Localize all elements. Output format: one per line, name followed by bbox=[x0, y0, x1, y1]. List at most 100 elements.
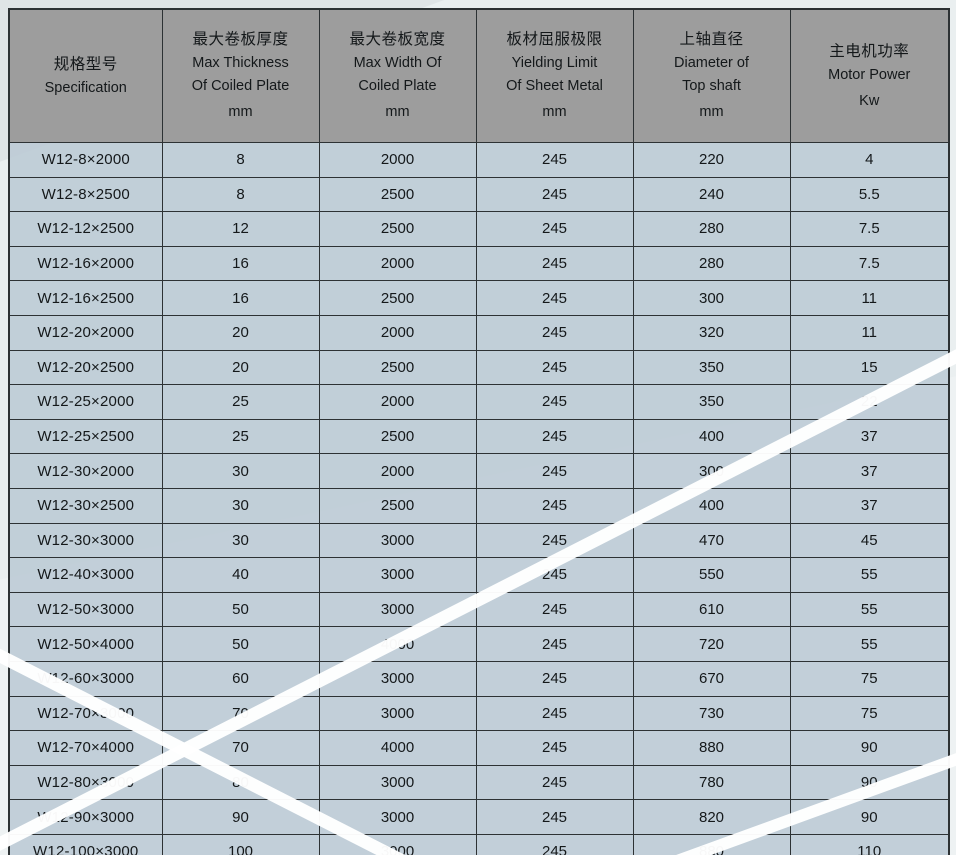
cell-specification: W12-60×3000 bbox=[8, 660, 163, 697]
cell-top_shaft_diameter: 880 bbox=[632, 730, 791, 766]
cell-motor_power: 22 bbox=[789, 384, 950, 420]
cell-yielding_limit: 245 bbox=[475, 730, 634, 766]
cell-max_thickness: 30 bbox=[161, 487, 320, 524]
cell-max_width: 4000 bbox=[318, 626, 477, 662]
cell-specification: W12-20×2000 bbox=[8, 314, 163, 351]
table-row: W12-12×2500 12 2500 245 280 7.5 bbox=[8, 211, 950, 247]
cell-motor_power: 90 bbox=[789, 764, 950, 801]
cell-top_shaft_diameter: 400 bbox=[632, 487, 791, 524]
cell-max_thickness: 50 bbox=[161, 591, 320, 628]
cell-yielding_limit: 245 bbox=[475, 142, 634, 178]
column-header-en-line1: Max Thickness bbox=[192, 55, 289, 72]
cell-yielding_limit: 245 bbox=[475, 695, 634, 732]
cell-max_width: 2500 bbox=[318, 280, 477, 316]
table-row: W12-16×2000 16 2000 245 280 7.5 bbox=[8, 245, 950, 282]
cell-max_width: 2500 bbox=[318, 349, 477, 386]
cell-yielding_limit: 245 bbox=[475, 626, 634, 662]
cell-yielding_limit: 245 bbox=[475, 384, 634, 420]
cell-max_thickness: 8 bbox=[161, 176, 320, 213]
cell-top_shaft_diameter: 400 bbox=[632, 418, 791, 455]
column-header-unit: mm bbox=[542, 104, 567, 121]
cell-yielding_limit: 245 bbox=[475, 487, 634, 524]
cell-yielding_limit: 245 bbox=[475, 280, 634, 316]
cell-yielding_limit: 245 bbox=[475, 799, 634, 835]
column-header-top_shaft_diameter: 上轴直径 Diameter of Top shaft mm bbox=[632, 8, 791, 143]
cell-top_shaft_diameter: 300 bbox=[632, 280, 791, 316]
cell-top_shaft_diameter: 300 bbox=[632, 453, 791, 489]
table-row: W12-25×2500 25 2500 245 400 37 bbox=[8, 418, 950, 455]
cell-max_thickness: 8 bbox=[161, 142, 320, 178]
column-header-en-line1: Diameter of bbox=[674, 55, 749, 72]
cell-top_shaft_diameter: 280 bbox=[632, 211, 791, 247]
cell-yielding_limit: 245 bbox=[475, 314, 634, 351]
cell-specification: W12-90×3000 bbox=[8, 799, 163, 835]
cell-yielding_limit: 245 bbox=[475, 660, 634, 697]
cell-max_thickness: 16 bbox=[161, 245, 320, 282]
table-body: W12-8×2000 8 2000 245 220 4 W12-8×2500 8 2500 245… bbox=[8, 142, 950, 855]
cell-yielding_limit: 245 bbox=[475, 211, 634, 247]
cell-max_width: 3000 bbox=[318, 799, 477, 835]
table-row: W12-100×3000 100 3000 245 880 110 bbox=[8, 833, 950, 855]
column-header-specification: 规格型号 Specification bbox=[8, 8, 163, 143]
cell-max_width: 2000 bbox=[318, 453, 477, 489]
cell-top_shaft_diameter: 350 bbox=[632, 384, 791, 420]
column-header-en-line1: Max Width Of bbox=[353, 55, 442, 72]
column-header-en-line2: Top shaft bbox=[682, 77, 741, 94]
cell-specification: W12-80×3000 bbox=[8, 764, 163, 801]
cell-motor_power: 37 bbox=[789, 418, 950, 455]
cell-yielding_limit: 245 bbox=[475, 833, 634, 855]
cell-specification: W12-70×3000 bbox=[8, 695, 163, 732]
cell-max_thickness: 20 bbox=[161, 349, 320, 386]
cell-yielding_limit: 245 bbox=[475, 349, 634, 386]
cell-specification: W12-12×2500 bbox=[8, 211, 163, 247]
column-header-cn: 主电机功率 bbox=[829, 42, 910, 60]
cell-yielding_limit: 245 bbox=[475, 522, 634, 559]
cell-max_thickness: 80 bbox=[161, 764, 320, 801]
table-row: W12-8×2500 8 2500 245 240 5.5 bbox=[8, 176, 950, 213]
cell-specification: W12-50×3000 bbox=[8, 591, 163, 628]
cell-max_thickness: 90 bbox=[161, 799, 320, 835]
cell-specification: W12-100×3000 bbox=[8, 833, 163, 855]
cell-top_shaft_diameter: 550 bbox=[632, 557, 791, 593]
cell-max_width: 3000 bbox=[318, 660, 477, 697]
cell-top_shaft_diameter: 720 bbox=[632, 626, 791, 662]
cell-max_width: 2000 bbox=[318, 142, 477, 178]
cell-motor_power: 15 bbox=[789, 349, 950, 386]
cell-specification: W12-25×2000 bbox=[8, 384, 163, 420]
cell-motor_power: 90 bbox=[789, 730, 950, 766]
table-row: W12-40×3000 40 3000 245 550 55 bbox=[8, 557, 950, 593]
column-header-max_width: 最大卷板宽度 Max Width Of Coiled Plate mm bbox=[318, 8, 477, 143]
cell-top_shaft_diameter: 780 bbox=[632, 764, 791, 801]
cell-motor_power: 37 bbox=[789, 453, 950, 489]
cell-specification: W12-20×2500 bbox=[8, 349, 163, 386]
cell-top_shaft_diameter: 240 bbox=[632, 176, 791, 213]
cell-motor_power: 11 bbox=[789, 280, 950, 316]
cell-max_width: 4000 bbox=[318, 730, 477, 766]
cell-motor_power: 5.5 bbox=[789, 176, 950, 213]
cell-top_shaft_diameter: 880 bbox=[632, 833, 791, 855]
cell-yielding_limit: 245 bbox=[475, 764, 634, 801]
cell-motor_power: 55 bbox=[789, 557, 950, 593]
cell-max_thickness: 60 bbox=[161, 660, 320, 697]
table-row: W12-80×3000 80 3000 245 780 90 bbox=[8, 764, 950, 801]
cell-motor_power: 7.5 bbox=[789, 211, 950, 247]
cell-motor_power: 4 bbox=[789, 142, 950, 178]
cell-specification: W12-8×2500 bbox=[8, 176, 163, 213]
cell-max_width: 2000 bbox=[318, 384, 477, 420]
column-header-en-line1: Specification bbox=[44, 79, 127, 96]
table-header: 规格型号 Specification 最大卷板厚度 Max Thickness Of C… bbox=[8, 8, 950, 143]
cell-specification: W12-30×3000 bbox=[8, 522, 163, 559]
cell-max_thickness: 16 bbox=[161, 280, 320, 316]
cell-max_width: 2500 bbox=[318, 211, 477, 247]
cell-specification: W12-30×2000 bbox=[8, 453, 163, 489]
table-row: W12-30×2500 30 2500 245 400 37 bbox=[8, 487, 950, 524]
cell-specification: W12-8×2000 bbox=[8, 142, 163, 178]
column-header-unit: mm bbox=[699, 104, 724, 121]
cell-max_width: 3000 bbox=[318, 764, 477, 801]
column-header-en-line2: Coiled Plate bbox=[358, 77, 437, 94]
column-header-max_thickness: 最大卷板厚度 Max Thickness Of Coiled Plate mm bbox=[161, 8, 320, 143]
cell-motor_power: 37 bbox=[789, 487, 950, 524]
column-header-motor_power: 主电机功率 Motor Power Kw bbox=[789, 8, 950, 143]
cell-max_width: 3000 bbox=[318, 522, 477, 559]
column-header-cn: 板材屈服极限 bbox=[506, 31, 603, 49]
